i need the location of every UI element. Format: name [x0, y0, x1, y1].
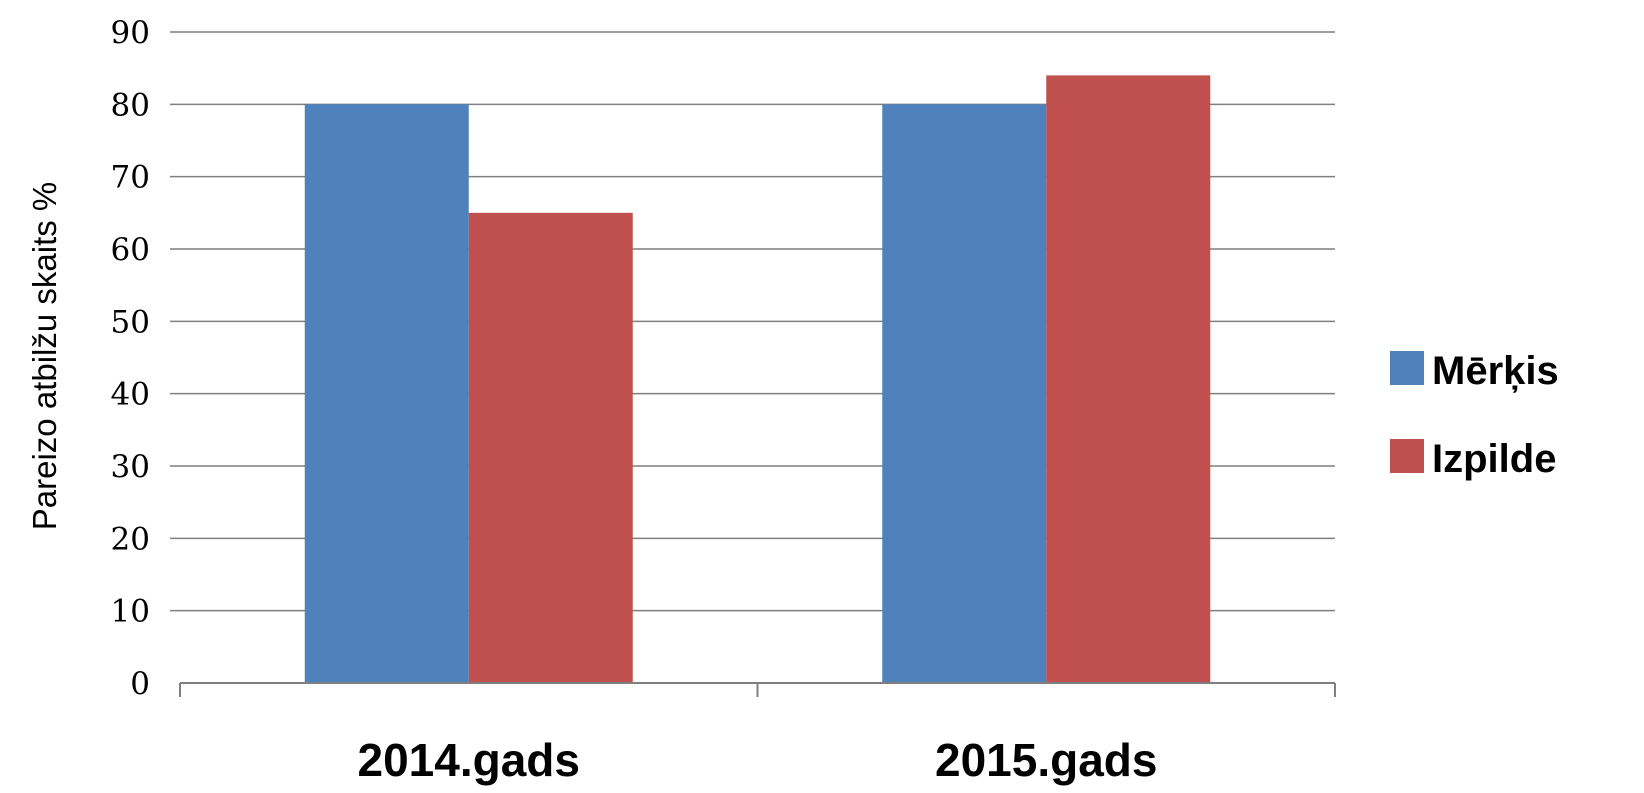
- y-tick-label: 60: [111, 232, 150, 268]
- y-tick-label: 0: [130, 666, 150, 702]
- legend-label: Izpilde: [1432, 437, 1556, 481]
- y-tick-label: 50: [111, 304, 150, 340]
- legend-swatch: [1390, 351, 1424, 385]
- y-tick-label: 40: [111, 377, 150, 413]
- y-tick-label: 70: [111, 160, 150, 196]
- x-category-label: 2014.gads: [358, 734, 580, 786]
- y-tick-label: 80: [111, 87, 150, 123]
- bars: [304, 75, 1211, 684]
- y-tick-label: 90: [111, 15, 150, 51]
- legend-label: Mērķis: [1432, 349, 1559, 393]
- bar-izpilde-1: [1046, 75, 1211, 683]
- x-category-label: 2015.gads: [935, 734, 1157, 786]
- legend-swatch: [1390, 439, 1424, 473]
- x-axis-labels: 2014.gads 2015.gads: [358, 734, 1158, 786]
- bar-izpilde-0: [468, 212, 633, 684]
- y-axis-ticks: 0 10 20 30 40 50 60 70 80 90: [111, 15, 150, 702]
- x-axis: [179, 682, 1336, 697]
- y-tick-label: 30: [111, 449, 150, 485]
- bar-merkis-1: [882, 104, 1047, 684]
- legend: Mērķis Izpilde: [1390, 349, 1559, 481]
- y-tick-label: 20: [111, 521, 150, 557]
- y-axis-title: Pareizo atbilžu skaits %: [26, 182, 63, 530]
- bar-merkis-0: [304, 104, 469, 684]
- y-tick-label: 10: [111, 594, 150, 630]
